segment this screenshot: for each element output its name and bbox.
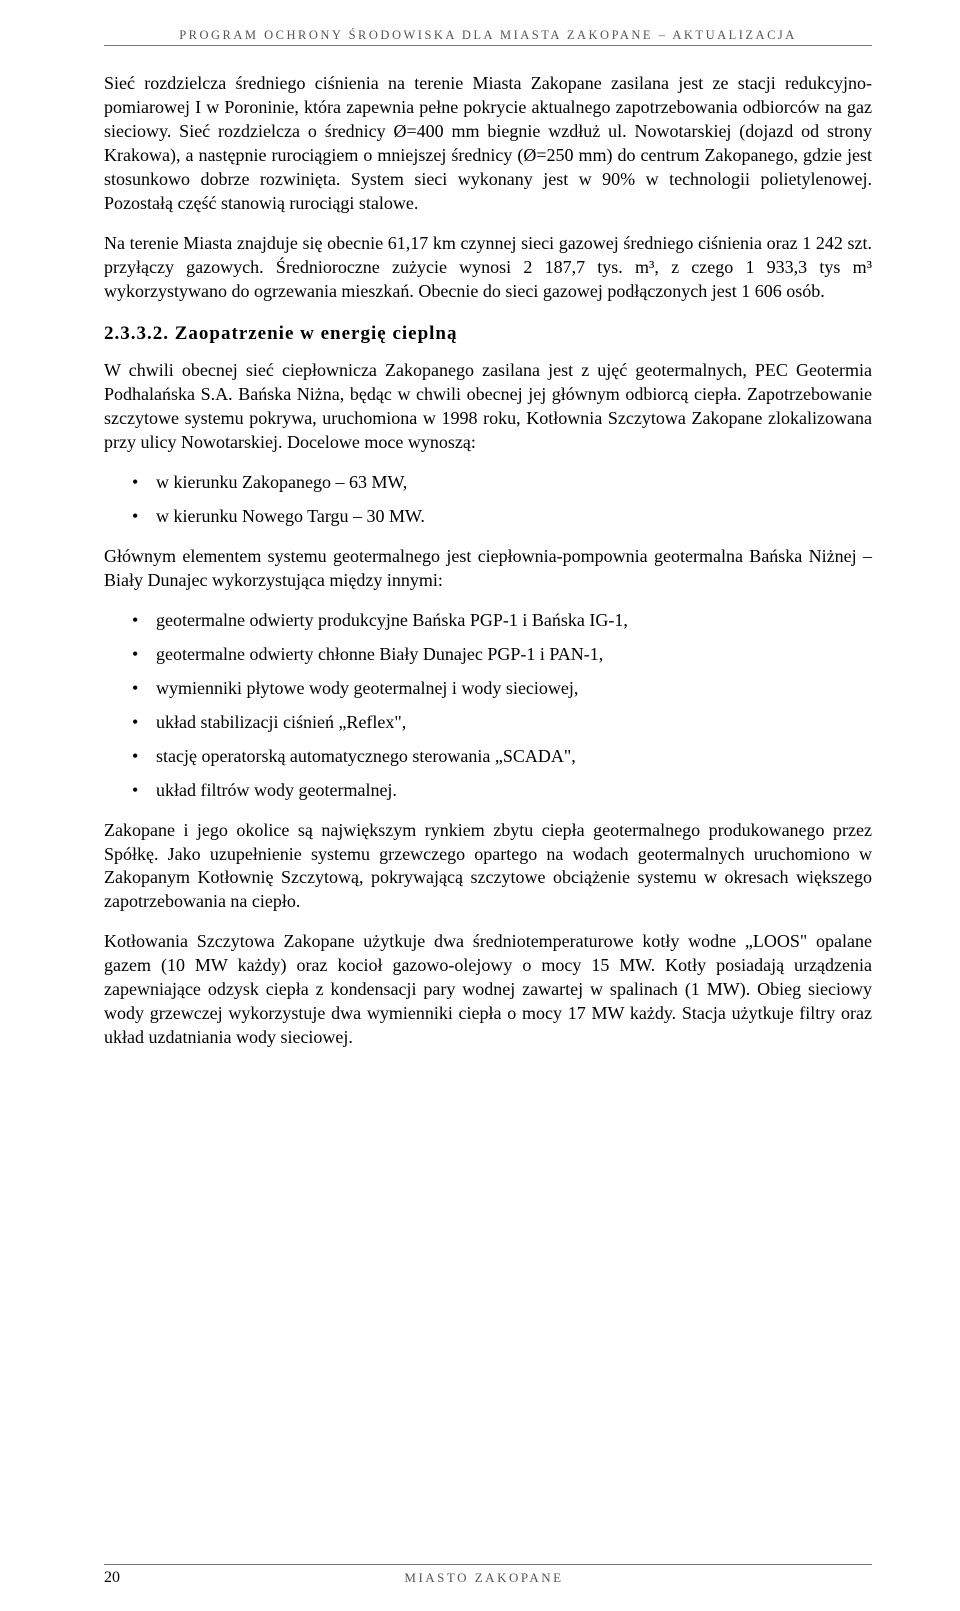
page-number: 20 [104,1569,120,1587]
paragraph-6: Kotłowania Szczytowa Zakopane użytkuje d… [104,930,872,1050]
footer-rule [104,1564,872,1565]
paragraph-1: Sieć rozdzielcza średniego ciśnienia na … [104,72,872,216]
page-footer: 20 MIASTO ZAKOPANE [104,1564,872,1587]
footer-row: 20 MIASTO ZAKOPANE [104,1569,872,1587]
list-item: układ stabilizacji ciśnień „Reflex", [104,711,872,735]
paragraph-4: Głównym elementem systemu geotermalnego … [104,545,872,593]
paragraph-5: Zakopane i jego okolice są największym r… [104,819,872,915]
list-item: wymienniki płytowe wody geotermalnej i w… [104,677,872,701]
footer-title: MIASTO ZAKOPANE [120,1570,848,1586]
running-head: PROGRAM OCHRONY ŚRODOWISKA DLA MIASTA ZA… [104,28,872,43]
paragraph-2: Na terenie Miasta znajduje się obecnie 6… [104,232,872,304]
document-page: PROGRAM OCHRONY ŚRODOWISKA DLA MIASTA ZA… [0,0,960,1611]
list-item: w kierunku Nowego Targu – 30 MW. [104,505,872,529]
section-heading: 2.3.3.2. Zaopatrzenie w energię cieplną [104,323,872,345]
bullet-list-capacities: w kierunku Zakopanego – 63 MW, w kierunk… [104,471,872,529]
bullet-list-components: geotermalne odwierty produkcyjne Bańska … [104,609,872,803]
list-item: w kierunku Zakopanego – 63 MW, [104,471,872,495]
paragraph-3: W chwili obecnej sieć ciepłownicza Zakop… [104,359,872,455]
list-item: układ filtrów wody geotermalnej. [104,779,872,803]
list-item: stację operatorską automatycznego sterow… [104,745,872,769]
list-item: geotermalne odwierty chłonne Biały Dunaj… [104,643,872,667]
header-rule [104,45,872,46]
list-item: geotermalne odwierty produkcyjne Bańska … [104,609,872,633]
